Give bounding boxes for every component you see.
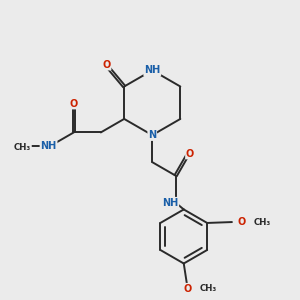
Text: N: N <box>148 130 156 140</box>
Text: O: O <box>183 284 191 294</box>
Text: O: O <box>238 217 246 227</box>
Text: O: O <box>102 60 111 70</box>
Text: O: O <box>70 99 78 109</box>
Text: CH₃: CH₃ <box>14 143 31 152</box>
Text: NH: NH <box>162 198 178 208</box>
Text: NH: NH <box>144 65 160 75</box>
Text: CH₃: CH₃ <box>200 284 217 293</box>
Text: NH: NH <box>40 141 57 151</box>
Text: O: O <box>186 148 194 159</box>
Text: CH₃: CH₃ <box>254 218 271 226</box>
